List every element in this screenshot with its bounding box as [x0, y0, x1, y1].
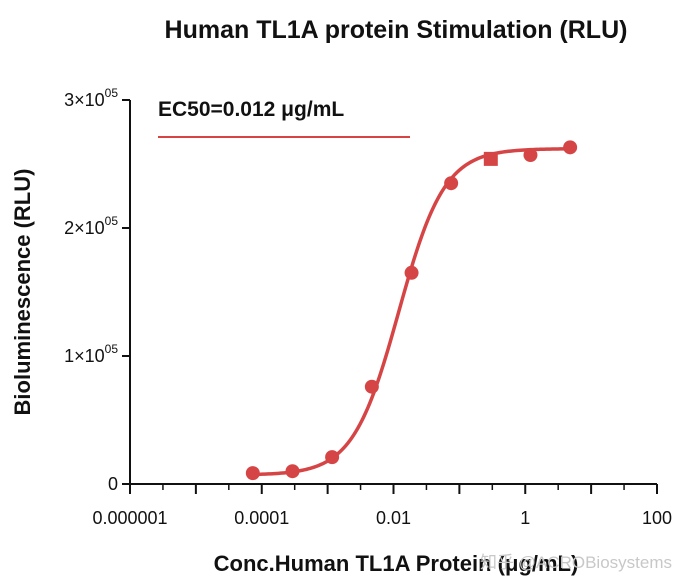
data-point — [325, 450, 340, 465]
fit-curve — [252, 147, 571, 477]
x-tick-label: 0.000001 — [92, 508, 167, 528]
y-axis-title: Bioluminescence (RLU) — [10, 169, 35, 416]
data-point — [364, 379, 379, 394]
y-tick-label: 0 — [108, 474, 118, 494]
y-axis-ticks: 0 1×1005 2×1005 3×1005 — [64, 86, 130, 494]
data-point — [444, 176, 459, 191]
watermark: 知乎 @ACROBiosystems — [480, 553, 672, 572]
ec50-annotation: EC50=0.012 μg/mL — [158, 98, 344, 121]
x-tick-label: 0.0001 — [234, 508, 289, 528]
x-axis-title: Conc.Human TL1A Protein (μg/mL) — [214, 551, 579, 576]
y-tick-label: 1×1005 — [64, 342, 118, 366]
x-tick-label: 100 — [642, 508, 672, 528]
x-axis-ticks: 0.000001 0.0001 0.01 1 100 — [92, 484, 672, 528]
x-tick-label: 0.01 — [376, 508, 411, 528]
data-point — [483, 151, 498, 166]
data-point — [285, 464, 300, 479]
data-point — [245, 466, 260, 481]
x-tick-label: 1 — [520, 508, 530, 528]
y-tick-label: 3×1005 — [64, 86, 118, 110]
chart-title: Human TL1A protein Stimulation (RLU) — [165, 16, 628, 44]
data-point — [563, 140, 578, 155]
series-layer — [245, 140, 578, 481]
y-tick-label: 2×1005 — [64, 214, 118, 238]
data-point — [523, 148, 538, 163]
data-point — [404, 265, 419, 280]
